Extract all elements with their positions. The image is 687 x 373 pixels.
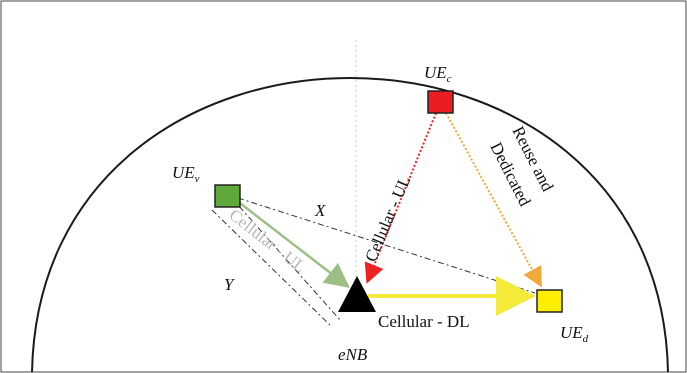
ue-c-node [427,90,454,114]
distance-y-label: Y [224,275,235,294]
distance-x-label: X [314,201,326,220]
link-label-cellular-ul-v: Cellular - UL [226,205,310,276]
link-label-cellular-dl: Cellular - DL [378,312,470,331]
link-reuse-dedicated [445,112,542,288]
link-cellular-ul-v [235,199,350,289]
enb-label: eNB [338,345,368,364]
enb-tower-icon [338,276,376,312]
link-label-cellular-ul-c: Cellular - UL [361,173,414,265]
cell-boundary-arc [31,77,669,373]
ue-v-label: UEv [172,163,200,185]
distance-x-line [237,197,536,294]
ue-v-node [214,184,241,208]
ue-c-label: UEc [424,63,452,85]
ue-d-label: UEd [560,323,589,345]
ue-d-node [536,289,563,313]
